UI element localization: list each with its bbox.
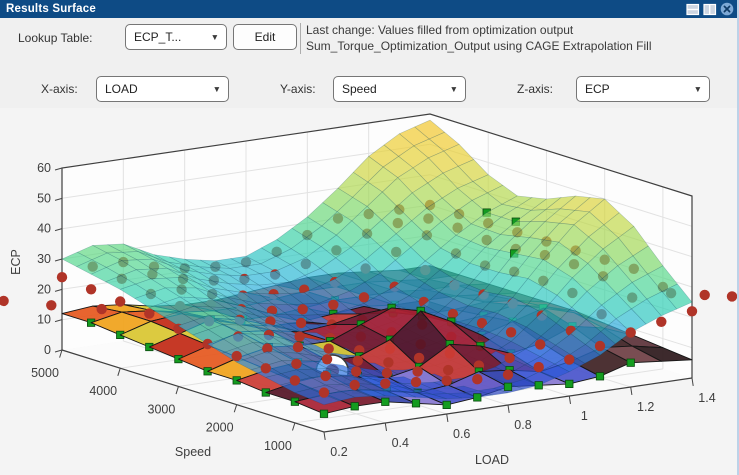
svg-text:5000: 5000 [31, 366, 59, 380]
svg-text:60: 60 [37, 161, 51, 175]
svg-text:1000: 1000 [264, 439, 292, 453]
lookup-table-value: ECP_T... [134, 30, 182, 44]
svg-text:3000: 3000 [148, 402, 176, 416]
chevron-down-icon: ▼ [212, 84, 221, 94]
x-axis-label: X-axis: [41, 82, 78, 96]
split-vertical-icon[interactable] [703, 3, 717, 16]
svg-text:0: 0 [44, 343, 51, 357]
z-axis-value: ECP [585, 82, 610, 96]
surfaces-and-points [0, 119, 737, 418]
svg-text:2000: 2000 [206, 421, 234, 435]
svg-text:1: 1 [581, 409, 588, 423]
edit-button[interactable]: Edit [233, 24, 297, 50]
z-axis-dropdown[interactable]: ECP ▼ [576, 76, 710, 102]
svg-text:0.6: 0.6 [453, 427, 470, 441]
lookup-table-label: Lookup Table: [18, 31, 93, 45]
axis-controls-row: X-axis: LOAD ▼ Y-axis: Speed ▼ Z-axis: E… [0, 62, 737, 108]
chevron-down-icon: ▼ [693, 84, 702, 94]
results-surface-plot[interactable]: 0 10 20 30 40 50 60 5000 4000 3000 2000 1000 0.2 0.4 0… [0, 108, 737, 475]
y-axis-label: Y-axis: [280, 82, 316, 96]
svg-text:20: 20 [37, 282, 51, 296]
lookup-table-dropdown[interactable]: ECP_T... ▼ [125, 24, 227, 50]
svg-text:4000: 4000 [89, 384, 117, 398]
ecp-axis-title: ECP [9, 249, 23, 275]
svg-text:40: 40 [37, 222, 51, 236]
last-change-status: Last change: Values filled from optimiza… [300, 23, 652, 54]
svg-text:30: 30 [37, 252, 51, 266]
svg-text:1.2: 1.2 [637, 400, 654, 414]
split-horizontal-icon[interactable] [686, 3, 700, 16]
window-title: Results Surface [6, 3, 96, 15]
y-axis-dropdown[interactable]: Speed ▼ [333, 76, 466, 102]
x-axis-value: LOAD [105, 82, 138, 96]
z-axis-label: Z-axis: [517, 82, 553, 96]
last-change-line1: Last change: Values filled from optimiza… [306, 23, 574, 37]
axis-tick-labels: 0 10 20 30 40 50 60 5000 4000 3000 2000 1000 0.2 0.4 0… [9, 161, 716, 467]
speed-axis-title: Speed [175, 445, 211, 459]
titlebar-controls [686, 2, 734, 16]
svg-text:50: 50 [37, 191, 51, 205]
svg-text:0.2: 0.2 [330, 445, 347, 459]
y-axis-value: Speed [342, 82, 377, 96]
chevron-down-icon: ▼ [449, 84, 458, 94]
svg-text:10: 10 [37, 313, 51, 327]
titlebar: Results Surface [0, 0, 737, 18]
x-axis-dropdown[interactable]: LOAD ▼ [96, 76, 229, 102]
toolbar: Lookup Table: ECP_T... ▼ Edit Last chang… [0, 18, 737, 62]
svg-text:1.4: 1.4 [698, 391, 715, 405]
last-change-line2: Sum_Torque_Optimization_Output using CAG… [306, 38, 652, 53]
svg-text:0.8: 0.8 [514, 418, 531, 432]
close-icon[interactable] [720, 2, 734, 16]
load-axis-title: LOAD [475, 453, 509, 467]
chevron-down-icon: ▼ [210, 32, 219, 42]
svg-text:0.4: 0.4 [392, 436, 409, 450]
